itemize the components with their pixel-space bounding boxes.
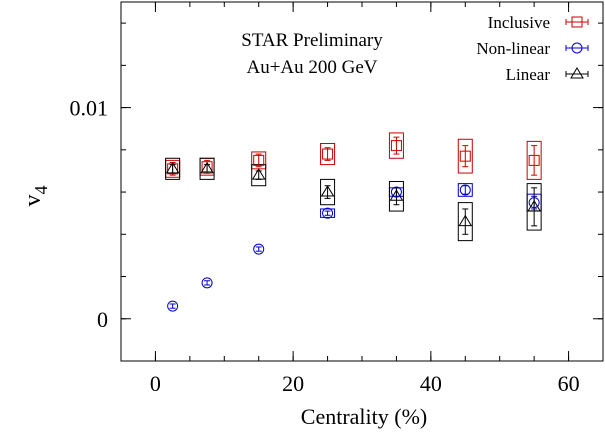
legend-marker: [571, 16, 583, 28]
x-tick-label: 20: [282, 371, 304, 396]
legend-label: Non-linear: [476, 39, 550, 58]
data-point: [201, 277, 213, 289]
x-tick-label: 40: [420, 371, 442, 396]
svg-text:v4: v4: [20, 186, 51, 207]
data-point: [253, 243, 265, 255]
data-markers: [165, 140, 542, 312]
data-point: [528, 154, 540, 166]
data-point: [320, 185, 335, 197]
x-tick-label: 0: [150, 371, 161, 396]
data-point: [528, 197, 540, 209]
data-point: [389, 189, 404, 201]
systematic-box: [320, 142, 336, 166]
data-point: [200, 161, 214, 174]
legend: Inclusive Non-linear Linear: [476, 13, 589, 84]
y-tick-label: 0: [97, 307, 108, 332]
tick-labels: 0 20 40 60 0 0.01: [70, 96, 580, 396]
legend-label: Linear: [506, 65, 551, 84]
systematic-box: [320, 208, 336, 218]
y-axis-label-main: v: [20, 195, 46, 207]
annotation-star-preliminary: STAR Preliminary: [241, 30, 383, 51]
data-point: [253, 154, 265, 166]
systematic-box: [457, 202, 473, 242]
systematic-box: [526, 140, 542, 180]
error-bars: [169, 136, 538, 309]
legend-marker: [570, 67, 584, 79]
data-point: [322, 207, 334, 219]
systematic-box: [388, 181, 404, 212]
systematic-box: [457, 138, 473, 174]
y-tick-label: 0.01: [70, 96, 109, 121]
plot-frame: [120, 1, 604, 362]
data-point: [322, 148, 334, 160]
systematic-box: [457, 183, 473, 197]
data-point: [165, 161, 180, 174]
x-tick-label: 60: [558, 371, 580, 396]
y-axis-label-subscript: 4: [31, 186, 51, 195]
data-point: [167, 300, 179, 312]
data-point: [527, 199, 542, 212]
data-point: [390, 186, 402, 198]
systematic-box: [165, 157, 181, 180]
systematic-box: [199, 157, 215, 180]
systematic-box: [388, 132, 404, 159]
y-axis-label: v4: [20, 186, 51, 207]
systematic-box: [526, 183, 542, 231]
systematic-box: [320, 178, 336, 206]
plot-frame-rect: [120, 1, 604, 362]
data-point: [201, 161, 213, 173]
data-point: [390, 140, 402, 152]
data-point: [459, 150, 471, 162]
annotation-collision-system: Au+Au 200 GeV: [246, 57, 377, 78]
legend-marker: [571, 42, 583, 54]
data-point: [459, 184, 471, 196]
systematic-boxes: [165, 132, 542, 242]
x-axis-label: Centrality (%): [301, 404, 427, 429]
data-point: [167, 163, 179, 175]
data-point: [458, 214, 473, 227]
legend-label: Inclusive: [488, 13, 550, 32]
data-point: [251, 168, 266, 180]
